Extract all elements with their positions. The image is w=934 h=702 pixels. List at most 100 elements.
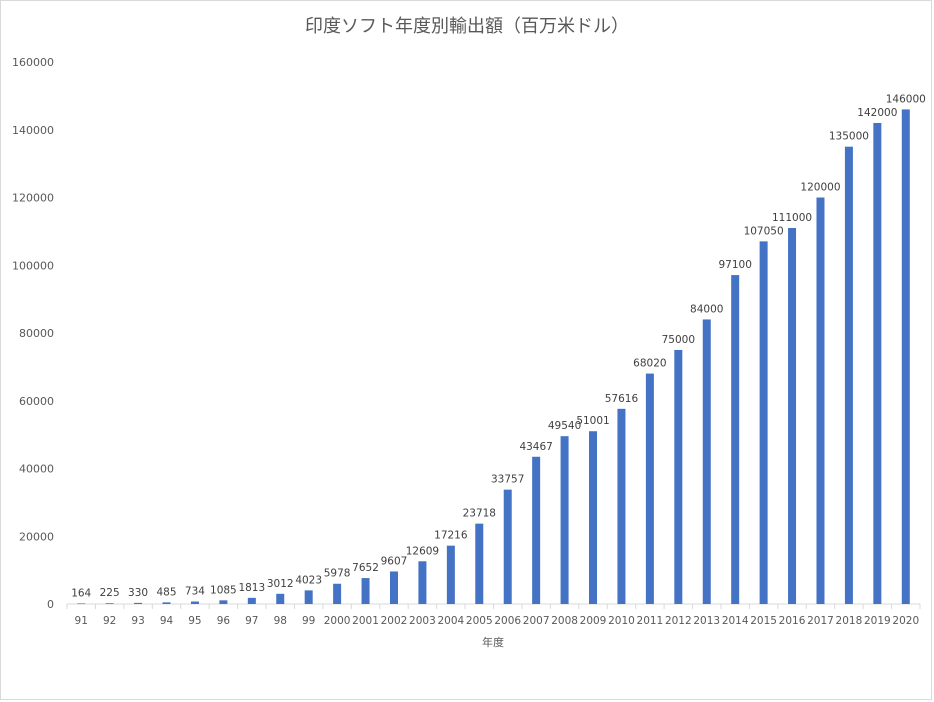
data-label: 33757 [491,474,524,486]
x-tick-label: 92 [103,615,116,627]
data-label: 75000 [662,334,695,346]
data-label: 146000 [886,93,926,105]
bar-2017 [816,197,825,604]
bar-2019 [873,122,882,604]
bar-2018 [844,146,853,604]
bar-2014 [731,275,740,604]
bars [77,109,910,605]
bar-2002 [389,571,398,604]
x-tick-label: 2017 [807,615,834,627]
x-tick-label: 93 [131,615,144,627]
data-label: 43467 [519,441,552,453]
x-tick-label: 2010 [608,615,635,627]
bar-2010 [617,408,626,604]
data-label: 3012 [267,578,294,590]
x-tick-label: 2014 [722,615,749,627]
bar-2000 [333,583,342,604]
y-axis: 0 20000 40000 60000 80000 100000 120000 140000 1… [12,56,920,611]
bar-95 [190,601,199,604]
x-tick-label: 2011 [637,615,664,627]
x-tick-label: 96 [217,615,231,627]
bar-96 [219,600,228,604]
y-tick-label: 160000 [12,56,54,69]
y-tick-label: 100000 [12,259,54,272]
data-label: 17216 [434,530,468,542]
bar-2009 [589,431,598,604]
data-label: 23718 [463,508,496,520]
x-axis: 91 92 93 94 95 96 97 98 99 2000 2001 2002 2003 2004 20… [66,604,921,627]
data-label: 225 [100,587,120,599]
data-label: 485 [156,586,176,598]
data-label: 120000 [800,182,840,194]
bar-2004 [446,545,455,604]
x-tick-label: 2015 [750,615,777,627]
x-tick-label: 2013 [693,615,720,627]
x-tick-label: 2002 [381,615,408,627]
data-label: 1085 [210,584,237,596]
data-label: 5978 [324,568,351,580]
bar-2007 [532,456,541,604]
x-tick-label: 2004 [437,615,464,627]
bar-2008 [560,436,569,604]
x-tick-label: 2001 [352,615,379,627]
bar-92 [105,603,114,604]
bar-2006 [503,489,512,604]
bar-2011 [645,373,654,604]
bar-93 [134,602,143,604]
data-label: 97100 [718,259,751,271]
x-axis-title: 年度 [482,636,504,649]
y-tick-label: 60000 [19,395,54,408]
data-label: 330 [128,587,148,599]
x-tick-label: 2005 [466,615,493,627]
bar-2005 [475,523,484,604]
data-label: 49540 [548,420,581,432]
x-tick-label: 2012 [665,615,692,627]
x-tick-label: 2008 [551,615,578,627]
data-label: 9607 [381,555,408,567]
data-label: 135000 [829,131,869,143]
x-tick-label: 91 [75,615,88,627]
x-tick-label: 97 [245,615,258,627]
x-tick-label: 95 [188,615,201,627]
chart-title: 印度ソフト年度別輸出額（百万米ドル） [305,16,629,37]
bar-2020 [901,109,910,605]
x-tick-label: 2007 [523,615,550,627]
data-label: 142000 [857,107,897,119]
y-tick-label: 20000 [19,530,54,543]
y-tick-label: 0 [47,598,54,611]
data-label: 84000 [690,303,723,315]
data-label: 12609 [406,545,439,557]
x-tick-label: 2000 [324,615,351,627]
x-tick-label: 2003 [409,615,436,627]
x-tick-label: 99 [302,615,315,627]
y-tick-label: 140000 [12,124,54,137]
bar-97 [247,597,256,604]
bar-2012 [674,349,683,604]
x-tick-label: 2020 [892,615,919,627]
x-tick-label: 2006 [494,615,521,627]
x-tick-label: 2009 [580,615,607,627]
x-tick-label: 2018 [836,615,863,627]
data-label: 111000 [772,212,812,224]
data-label: 68020 [633,358,666,370]
bar-91 [77,603,86,605]
data-label: 7652 [352,562,379,574]
y-tick-label: 120000 [12,192,54,205]
data-label: 57616 [605,393,639,405]
bar-94 [162,602,171,604]
data-label: 107050 [744,225,784,237]
data-label: 734 [185,586,205,598]
bar-98 [276,593,285,604]
x-tick-label: 2016 [779,615,806,627]
data-label: 51001 [576,415,609,427]
x-tick-label: 2019 [864,615,891,627]
data-label: 164 [71,587,91,599]
x-tick-label: 98 [274,615,287,627]
bar-2001 [361,578,370,604]
bar-2013 [702,319,711,604]
bar-99 [304,590,313,604]
